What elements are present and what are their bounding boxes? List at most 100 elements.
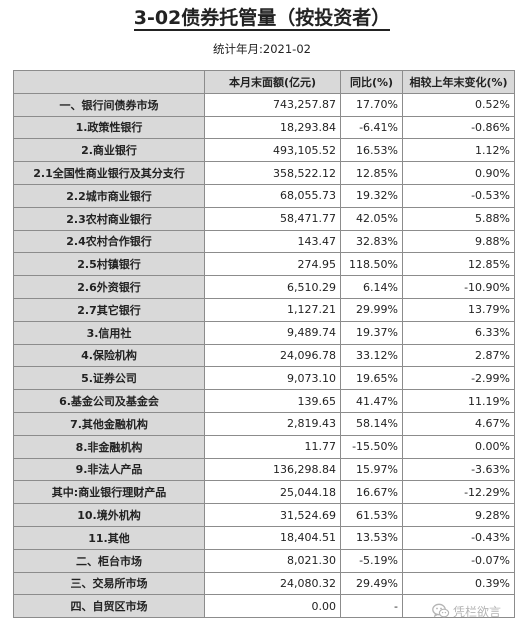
row-label: 4.保险机构 <box>13 343 205 368</box>
cell-yoy: 16.67% <box>340 480 403 505</box>
cell-amount: 8,021.30 <box>204 548 341 573</box>
cell-yoy: 118.50% <box>340 252 403 277</box>
cell-amount: 24,080.32 <box>204 571 341 596</box>
cell-amount: 18,293.84 <box>204 115 341 140</box>
table-row: 2.5村镇银行 274.95 118.50% 12.85% <box>13 252 515 277</box>
cell-ytd: -0.43% <box>402 525 515 550</box>
cell-yoy: 15.97% <box>340 457 403 482</box>
cell-yoy: -6.41% <box>340 115 403 140</box>
row-label: 8.非金融机构 <box>13 434 205 459</box>
table-row: 10.境外机构 31,524.69 61.53% 9.28% <box>13 503 515 527</box>
cell-ytd: -3.63% <box>402 457 515 482</box>
row-label: 一、银行间债券市场 <box>13 92 205 117</box>
cell-yoy: 19.65% <box>340 366 403 391</box>
cell-yoy: 29.49% <box>340 571 403 596</box>
row-label: 四、自贸区市场 <box>13 594 205 619</box>
cell-yoy: 13.53% <box>340 525 403 550</box>
row-label: 2.2城市商业银行 <box>13 183 205 208</box>
cell-ytd: -0.53% <box>402 183 515 208</box>
cell-amount: 274.95 <box>204 252 341 277</box>
row-label: 2.3农村商业银行 <box>13 206 205 231</box>
cell-yoy: 6.14% <box>340 275 403 299</box>
header-row: 本月末面额(亿元) 同比(%) 相较上年末变化(%) <box>13 70 515 94</box>
table-row: 2.7其它银行 1,127.21 29.99% 13.79% <box>13 297 515 322</box>
row-label: 2.6外资银行 <box>13 275 205 299</box>
table-row: 8.非金融机构 11.77 -15.50% 0.00% <box>13 434 515 459</box>
row-label: 5.证券公司 <box>13 366 205 391</box>
table-header: 本月末面额(亿元) 同比(%) 相较上年末变化(%) <box>13 70 515 94</box>
table-row: 一、银行间债券市场 743,257.87 17.70% 0.52% <box>13 92 515 117</box>
row-label: 2.1全国性商业银行及其分支行 <box>13 161 205 185</box>
cell-yoy: 41.47% <box>340 389 403 413</box>
cell-ytd: -10.90% <box>402 275 515 299</box>
table-row: 1.政策性银行 18,293.84 -6.41% -0.86% <box>13 115 515 140</box>
cell-amount: 743,257.87 <box>204 92 341 117</box>
wechat-icon <box>432 603 450 618</box>
cell-amount: 358,522.12 <box>204 161 341 185</box>
cell-amount: 18,404.51 <box>204 525 341 550</box>
page-title: 3-02债券托管量（按投资者） <box>0 6 524 31</box>
row-label: 2.商业银行 <box>13 138 205 163</box>
row-label: 10.境外机构 <box>13 503 205 527</box>
table-row: 2.商业银行 493,105.52 16.53% 1.12% <box>13 138 515 163</box>
cell-amount: 6,510.29 <box>204 275 341 299</box>
cell-yoy: 42.05% <box>340 206 403 231</box>
cell-yoy: 19.37% <box>340 320 403 345</box>
cell-ytd: -12.29% <box>402 480 515 505</box>
cell-amount: 143.47 <box>204 229 341 254</box>
cell-amount: 493,105.52 <box>204 138 341 163</box>
cell-ytd: 13.79% <box>402 297 515 322</box>
row-label: 2.7其它银行 <box>13 297 205 322</box>
cell-yoy: 19.32% <box>340 183 403 208</box>
cell-ytd: 9.88% <box>402 229 515 254</box>
cell-ytd: 0.90% <box>402 161 515 185</box>
cell-amount: 9,489.74 <box>204 320 341 345</box>
row-label: 1.政策性银行 <box>13 115 205 140</box>
table-row: 7.其他金融机构 2,819.43 58.14% 4.67% <box>13 411 515 436</box>
cell-amount: 68,055.73 <box>204 183 341 208</box>
row-label: 6.基金公司及基金会 <box>13 389 205 413</box>
cell-ytd: 4.67% <box>402 411 515 436</box>
cell-amount: 58,471.77 <box>204 206 341 231</box>
cell-amount: 9,073.10 <box>204 366 341 391</box>
cell-yoy: 58.14% <box>340 411 403 436</box>
cell-ytd: 0.00% <box>402 434 515 459</box>
table-row: 4.保险机构 24,096.78 33.12% 2.87% <box>13 343 515 368</box>
row-label: 2.5村镇银行 <box>13 252 205 277</box>
page-title-text: 3-02债券托管量（按投资者） <box>133 7 391 31</box>
table-row: 2.1全国性商业银行及其分支行 358,522.12 12.85% 0.90% <box>13 161 515 185</box>
header-ytd: 相较上年末变化(%) <box>402 70 515 94</box>
header-corner <box>13 70 205 94</box>
cell-ytd: 0.52% <box>402 92 515 117</box>
cell-ytd: -0.07% <box>402 548 515 573</box>
row-label: 7.其他金融机构 <box>13 411 205 436</box>
cell-amount: 0.00 <box>204 594 341 619</box>
cell-ytd: 0.39% <box>402 571 515 596</box>
cell-yoy: 17.70% <box>340 92 403 117</box>
table-row: 6.基金公司及基金会 139.65 41.47% 11.19% <box>13 389 515 413</box>
cell-ytd: 11.19% <box>402 389 515 413</box>
cell-yoy: 61.53% <box>340 503 403 527</box>
cell-amount: 136,298.84 <box>204 457 341 482</box>
cell-yoy: -5.19% <box>340 548 403 573</box>
cell-ytd: 12.85% <box>402 252 515 277</box>
cell-ytd: -0.86% <box>402 115 515 140</box>
table-row: 2.6外资银行 6,510.29 6.14% -10.90% <box>13 275 515 299</box>
cell-amount: 24,096.78 <box>204 343 341 368</box>
cell-ytd: 6.33% <box>402 320 515 345</box>
row-label: 三、交易所市场 <box>13 571 205 596</box>
cell-yoy: 16.53% <box>340 138 403 163</box>
row-label: 2.4农村合作银行 <box>13 229 205 254</box>
cell-amount: 25,044.18 <box>204 480 341 505</box>
table-row: 2.4农村合作银行 143.47 32.83% 9.88% <box>13 229 515 254</box>
cell-amount: 11.77 <box>204 434 341 459</box>
cell-yoy: 12.85% <box>340 161 403 185</box>
table-row: 四、自贸区市场 0.00- <box>13 594 515 619</box>
table-row: 11.其他 18,404.51 13.53% -0.43% <box>13 525 515 550</box>
cell-yoy: 33.12% <box>340 343 403 368</box>
table-row: 3.信用社 9,489.74 19.37% 6.33% <box>13 320 515 345</box>
cell-ytd: -2.99% <box>402 366 515 391</box>
cell-ytd: 1.12% <box>402 138 515 163</box>
row-label: 二、柜台市场 <box>13 548 205 573</box>
cell-amount: 1,127.21 <box>204 297 341 322</box>
